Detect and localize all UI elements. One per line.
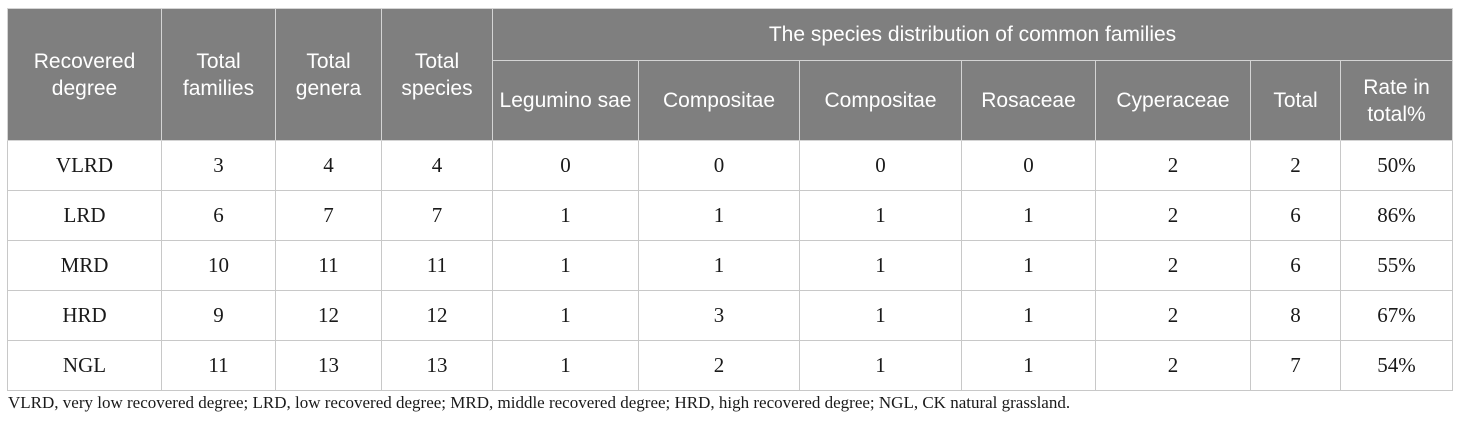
table-cell: 6	[1250, 240, 1341, 291]
table-cell: 1	[492, 340, 639, 391]
table-cell: 1	[961, 240, 1096, 291]
header-total-species: Total species	[381, 8, 493, 141]
table-row: VLRD 3 4 4 0 0 0 0 2 2 50%	[7, 140, 1454, 191]
table-cell: 0	[961, 140, 1096, 191]
table-cell: 54%	[1339, 340, 1454, 391]
table-cell: 1	[961, 290, 1096, 341]
table-cell: 12	[275, 290, 382, 341]
table-row: LRD 6 7 7 1 1 1 1 2 6 86%	[7, 190, 1454, 241]
table-cell: 10	[161, 240, 276, 291]
table-cell: 2	[1095, 190, 1251, 241]
table-row: MRD 10 11 11 1 1 1 1 2 6 55%	[7, 240, 1454, 291]
table-cell: 0	[492, 140, 639, 191]
header-total-genera: Total genera	[275, 8, 382, 141]
header-recovered-degree: Recovered degree	[7, 8, 162, 141]
header-cyperaceae: Cyperaceae	[1095, 60, 1251, 141]
header-rosaceae: Rosaceae	[961, 60, 1096, 141]
table-cell: 1	[961, 340, 1096, 391]
table-cell: 0	[638, 140, 800, 191]
header-species-distribution-group: The species distribution of common famil…	[491, 8, 1454, 61]
table-cell: 7	[381, 190, 493, 241]
table-cell: 67%	[1339, 290, 1454, 341]
table-cell: 6	[1250, 190, 1341, 241]
table-cell: LRD	[7, 190, 162, 241]
header-rate-in-total: Rate in total%	[1339, 60, 1454, 141]
species-distribution-table: Recovered degree Total families Total ge…	[7, 8, 1454, 391]
table-cell: 8	[1250, 290, 1341, 341]
table-footnote: VLRD, very low recovered degree; LRD, lo…	[8, 393, 1071, 412]
table-cell: 50%	[1339, 140, 1454, 191]
table-cell: 4	[381, 140, 493, 191]
header-total: Total	[1250, 60, 1341, 141]
header-compositae: Compositae	[638, 60, 800, 141]
header-leguminosae: Legumino sae	[492, 60, 639, 141]
table-cell: 1	[799, 340, 962, 391]
header-compositae-2: Compositae	[799, 60, 962, 141]
table-cell: 2	[1095, 290, 1251, 341]
header-total-families: Total families	[161, 8, 276, 141]
table-cell: 2	[1095, 140, 1251, 191]
table-cell: 2	[638, 340, 800, 391]
table-cell: VLRD	[7, 140, 162, 191]
table-cell: HRD	[7, 290, 162, 341]
table-cell: 13	[275, 340, 382, 391]
table-cell: NGL	[7, 340, 162, 391]
table-cell: 2	[1250, 140, 1341, 191]
table-cell: MRD	[7, 240, 162, 291]
table-cell: 1	[492, 240, 639, 291]
table-cell: 86%	[1339, 190, 1454, 241]
table-cell: 7	[275, 190, 382, 241]
table-cell: 1	[799, 290, 962, 341]
table-cell: 1	[638, 240, 800, 291]
table-cell: 2	[1095, 340, 1251, 391]
table-cell: 1	[799, 190, 962, 241]
table-cell: 3	[161, 140, 276, 191]
table-cell: 11	[381, 240, 493, 291]
species-table-container: Recovered degree Total families Total ge…	[7, 8, 1454, 391]
table-cell: 2	[1095, 240, 1251, 291]
table-cell: 1	[492, 290, 639, 341]
table-cell: 6	[161, 190, 276, 241]
table-cell: 0	[799, 140, 962, 191]
table-row: NGL 11 13 13 1 2 1 1 2 7 54%	[7, 340, 1454, 391]
table-cell: 3	[638, 290, 800, 341]
table-row: HRD 9 12 12 1 3 1 1 2 8 67%	[7, 290, 1454, 341]
table-cell: 1	[638, 190, 800, 241]
table-cell: 11	[161, 340, 276, 391]
table-cell: 12	[381, 290, 493, 341]
table-cell: 55%	[1339, 240, 1454, 291]
table-cell: 13	[381, 340, 493, 391]
table-cell: 9	[161, 290, 276, 341]
table-cell: 1	[799, 240, 962, 291]
table-cell: 7	[1250, 340, 1341, 391]
table-cell: 4	[275, 140, 382, 191]
table-cell: 1	[492, 190, 639, 241]
table-cell: 11	[275, 240, 382, 291]
table-cell: 1	[961, 190, 1096, 241]
